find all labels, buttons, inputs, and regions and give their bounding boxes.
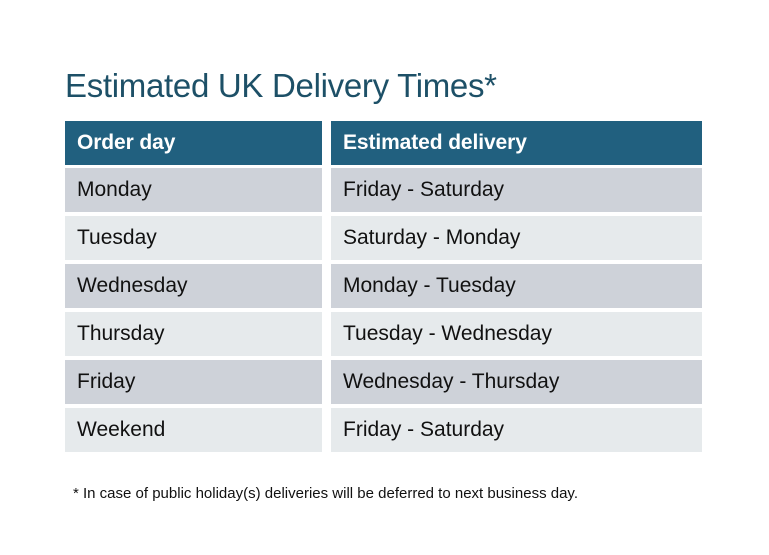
table-row: Weekend Friday - Saturday xyxy=(65,408,702,452)
page-title: Estimated UK Delivery Times* xyxy=(65,67,497,105)
column-header-estimated-delivery: Estimated delivery xyxy=(331,121,702,165)
footnote-text: * In case of public holiday(s) deliverie… xyxy=(73,485,578,502)
cell-order-day: Tuesday xyxy=(65,216,322,260)
table-row: Tuesday Saturday - Monday xyxy=(65,216,702,260)
table-row: Friday Wednesday - Thursday xyxy=(65,360,702,404)
table-header-row: Order day Estimated delivery xyxy=(65,121,702,165)
cell-estimated-delivery: Friday - Saturday xyxy=(331,168,702,212)
cell-order-day: Monday xyxy=(65,168,322,212)
cell-estimated-delivery: Wednesday - Thursday xyxy=(331,360,702,404)
table-row: Wednesday Monday - Tuesday xyxy=(65,264,702,308)
cell-order-day: Thursday xyxy=(65,312,322,356)
column-header-order-day: Order day xyxy=(65,121,322,165)
table-row: Monday Friday - Saturday xyxy=(65,168,702,212)
cell-order-day: Weekend xyxy=(65,408,322,452)
cell-estimated-delivery: Saturday - Monday xyxy=(331,216,702,260)
delivery-times-table: Order day Estimated delivery Monday Frid… xyxy=(65,121,702,456)
cell-estimated-delivery: Monday - Tuesday xyxy=(331,264,702,308)
cell-estimated-delivery: Friday - Saturday xyxy=(331,408,702,452)
cell-order-day: Wednesday xyxy=(65,264,322,308)
cell-estimated-delivery: Tuesday - Wednesday xyxy=(331,312,702,356)
table-row: Thursday Tuesday - Wednesday xyxy=(65,312,702,356)
cell-order-day: Friday xyxy=(65,360,322,404)
